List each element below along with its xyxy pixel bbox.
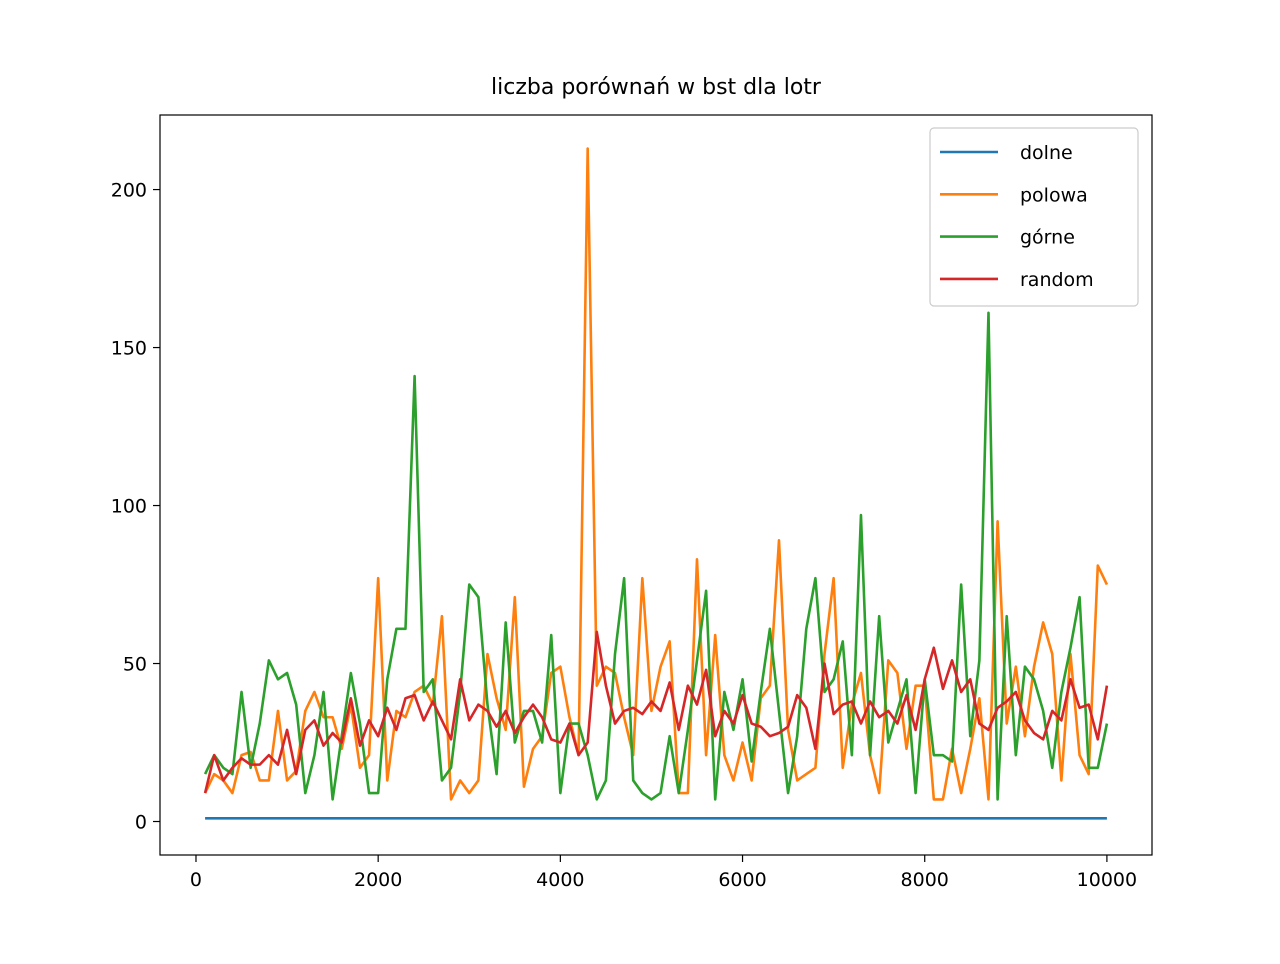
y-tick-label: 50	[123, 654, 147, 676]
line-series	[203, 630, 1109, 794]
plot-frame	[159, 114, 1153, 856]
x-tick-label: 0	[190, 869, 202, 891]
y-tick-label: 100	[111, 496, 147, 518]
x-tick-label: 10000	[1077, 869, 1137, 891]
x-tick-label: 4000	[536, 869, 584, 891]
legend-label: polowa	[1020, 184, 1088, 206]
y-tick-label: 200	[111, 180, 147, 202]
x-tick-label: 8000	[901, 869, 949, 891]
legend-label: górne	[1020, 227, 1075, 249]
legend-label: dolne	[1020, 142, 1073, 164]
x-tick-label: 6000	[718, 869, 766, 891]
legend-label: random	[1020, 269, 1094, 291]
y-tick-label: 0	[135, 812, 147, 834]
x-tick-label: 2000	[354, 869, 402, 891]
y-tick-label: 150	[111, 338, 147, 360]
legend-box	[929, 127, 1139, 307]
line-series	[203, 147, 1109, 801]
chart-title: liczba porównań w bst dla lotr	[491, 75, 822, 100]
